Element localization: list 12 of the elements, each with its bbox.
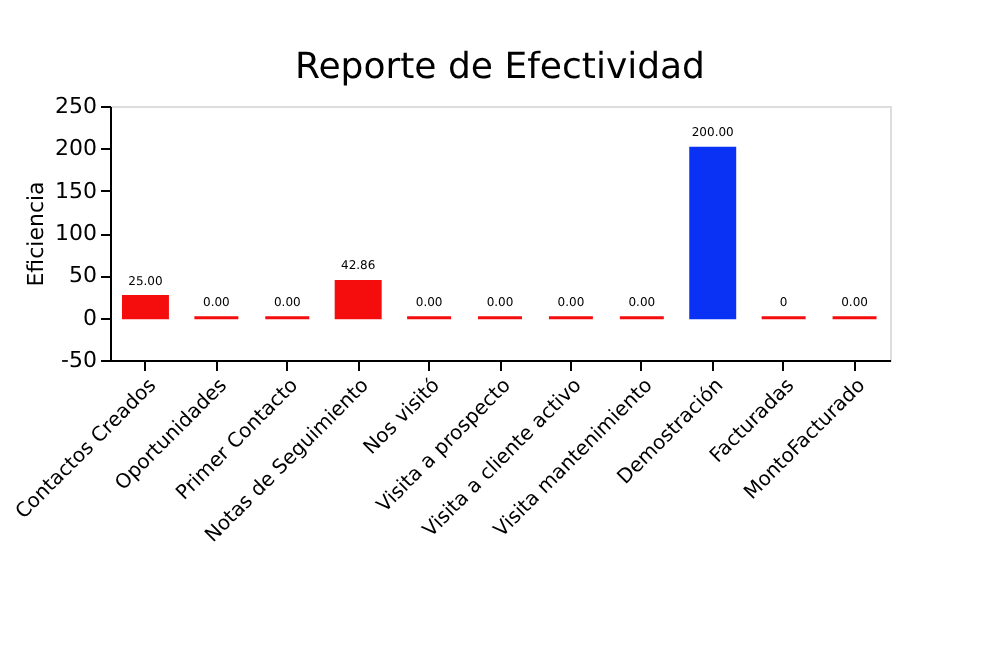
- bar: [689, 146, 737, 320]
- chart-title: Reporte de Efectividad: [295, 46, 705, 88]
- y-tick-label: 100: [55, 220, 97, 246]
- bar: [121, 295, 169, 320]
- y-tick-label: 150: [55, 177, 97, 204]
- y-tick-label: 250: [55, 93, 97, 119]
- y-tick-label: 0: [83, 304, 97, 331]
- y-tick-label: -50: [61, 347, 97, 373]
- y-tick-label: 50: [69, 262, 97, 289]
- y-tick-label: 200: [55, 135, 97, 162]
- bar: [334, 279, 382, 320]
- y-axis-title: Eficiencia: [23, 181, 50, 287]
